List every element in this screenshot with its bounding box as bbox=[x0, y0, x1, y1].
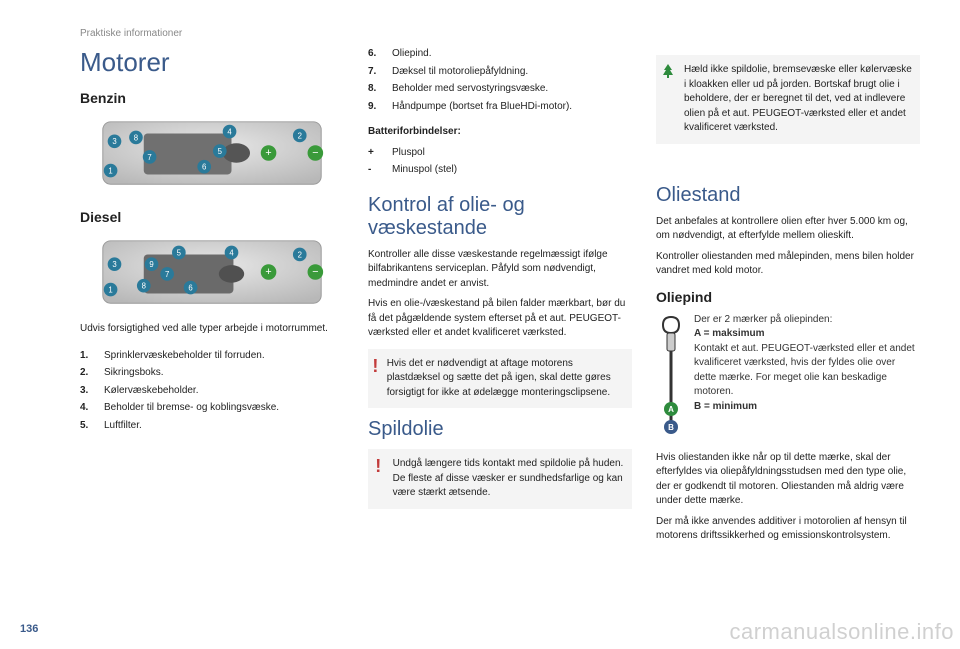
svg-text:+: + bbox=[265, 266, 271, 278]
warning-box: ! Hvis det er nødvendigt at aftage motor… bbox=[368, 349, 632, 409]
warning-icon: ! bbox=[372, 357, 379, 401]
svg-text:A: A bbox=[668, 405, 674, 414]
list-item: 6.Oliepind. bbox=[368, 47, 632, 62]
subhead-diesel: Diesel bbox=[80, 209, 344, 225]
column-1: Motorer Benzin 1 3 7 8 6 bbox=[80, 47, 344, 550]
svg-text:−: − bbox=[312, 147, 318, 159]
svg-text:4: 4 bbox=[227, 127, 232, 136]
paragraph: Hvis en olie-/væskestand på bilen falder… bbox=[368, 297, 632, 341]
column-3: Hæld ikke spildolie, bremsevæske eller k… bbox=[656, 47, 920, 550]
heading-oliestand: Oliestand bbox=[656, 184, 920, 207]
watermark: carmanualsonline.info bbox=[729, 619, 954, 645]
heading-spildolie: Spildolie bbox=[368, 418, 632, 441]
eco-box: Hæld ikke spildolie, bremsevæske eller k… bbox=[656, 55, 920, 144]
svg-text:7: 7 bbox=[147, 153, 151, 162]
svg-text:+: + bbox=[265, 147, 271, 159]
svg-text:4: 4 bbox=[229, 248, 234, 257]
paragraph: Der må ikke anvendes additiver i motorol… bbox=[656, 515, 920, 544]
paragraph: Kontroller oliestanden med målepinden, m… bbox=[656, 250, 920, 279]
paragraph: Hvis oliestanden ikke når op til dette m… bbox=[656, 451, 920, 509]
list-item: 3.Kølervæskebeholder. bbox=[80, 384, 344, 399]
column-layout: Motorer Benzin 1 3 7 8 6 bbox=[80, 47, 920, 550]
subhead-oliepind: Oliepind bbox=[656, 289, 920, 305]
caption-caution: Udvis forsigtighed ved alle typer arbejd… bbox=[80, 322, 344, 337]
svg-text:1: 1 bbox=[108, 166, 112, 175]
svg-text:6: 6 bbox=[188, 284, 192, 293]
svg-text:−: − bbox=[312, 266, 318, 278]
tree-icon bbox=[660, 63, 676, 136]
battery-heading: Batteriforbindelser: bbox=[368, 125, 632, 140]
list-item: -Minuspol (stel) bbox=[368, 163, 632, 178]
eco-text: Hæld ikke spildolie, bremsevæske eller k… bbox=[684, 63, 912, 136]
manual-page: Praktiske informationer Motorer Benzin 1 bbox=[0, 0, 960, 649]
numbered-list-2: 6.Oliepind. 7.Dæksel til motoroliepåfyld… bbox=[368, 47, 632, 114]
engine-figure-diesel: 1 3 8 9 7 5 6 4 2 + − bbox=[80, 233, 344, 311]
svg-text:1: 1 bbox=[108, 285, 112, 294]
dipstick-figure-row: A B Der er 2 mærker på oliepinden: A = m… bbox=[656, 313, 920, 443]
svg-text:9: 9 bbox=[149, 260, 153, 269]
dipstick-icon: A B bbox=[656, 313, 686, 443]
svg-text:2: 2 bbox=[298, 250, 302, 259]
svg-text:2: 2 bbox=[298, 131, 302, 140]
list-item: +Pluspol bbox=[368, 146, 632, 161]
list-item: 4.Beholder til bremse- og koblingsvæske. bbox=[80, 401, 344, 416]
engine-figure-benzin: 1 3 7 8 6 5 4 2 + − bbox=[80, 114, 344, 192]
warning-text: Undgå længere tids kontakt med spildolie… bbox=[393, 457, 624, 501]
warning-text: Hvis det er nødvendigt at aftage motoren… bbox=[387, 357, 624, 401]
title-motorer: Motorer bbox=[80, 47, 344, 78]
svg-text:5: 5 bbox=[177, 248, 182, 257]
svg-text:6: 6 bbox=[202, 163, 206, 172]
svg-text:5: 5 bbox=[218, 147, 223, 156]
list-item: 7.Dæksel til motoroliepåfyldning. bbox=[368, 65, 632, 80]
list-item: 1.Sprinklervæskebeholder til forruden. bbox=[80, 349, 344, 364]
numbered-list-1: 1.Sprinklervæskebeholder til forruden. 2… bbox=[80, 349, 344, 434]
warning-box: ! Undgå længere tids kontakt med spildol… bbox=[368, 449, 632, 509]
dipstick-text: Der er 2 mærker på oliepinden: A = maksi… bbox=[694, 313, 920, 443]
column-2: 6.Oliepind. 7.Dæksel til motoroliepåfyld… bbox=[368, 47, 632, 550]
svg-text:8: 8 bbox=[134, 133, 138, 142]
list-item: 9.Håndpumpe (bortset fra BlueHDi-motor). bbox=[368, 100, 632, 115]
heading-kontrol: Kontrol af olie- og væskestande bbox=[368, 194, 632, 240]
svg-text:7: 7 bbox=[165, 270, 169, 279]
page-number: 136 bbox=[20, 623, 38, 635]
list-item: 5.Luftfilter. bbox=[80, 419, 344, 434]
paragraph: Det anbefales at kontrollere olien efter… bbox=[656, 215, 920, 244]
section-header: Praktiske informationer bbox=[80, 28, 920, 39]
svg-text:3: 3 bbox=[112, 137, 116, 146]
subhead-benzin: Benzin bbox=[80, 90, 344, 106]
svg-text:B: B bbox=[668, 423, 674, 432]
warning-icon: ! bbox=[372, 457, 385, 501]
paragraph: Kontroller alle disse væskestande regelm… bbox=[368, 248, 632, 292]
svg-text:3: 3 bbox=[112, 260, 116, 269]
svg-text:8: 8 bbox=[142, 282, 146, 291]
list-item: 8.Beholder med servostyringsvæske. bbox=[368, 82, 632, 97]
list-item: 2.Sikringsboks. bbox=[80, 366, 344, 381]
